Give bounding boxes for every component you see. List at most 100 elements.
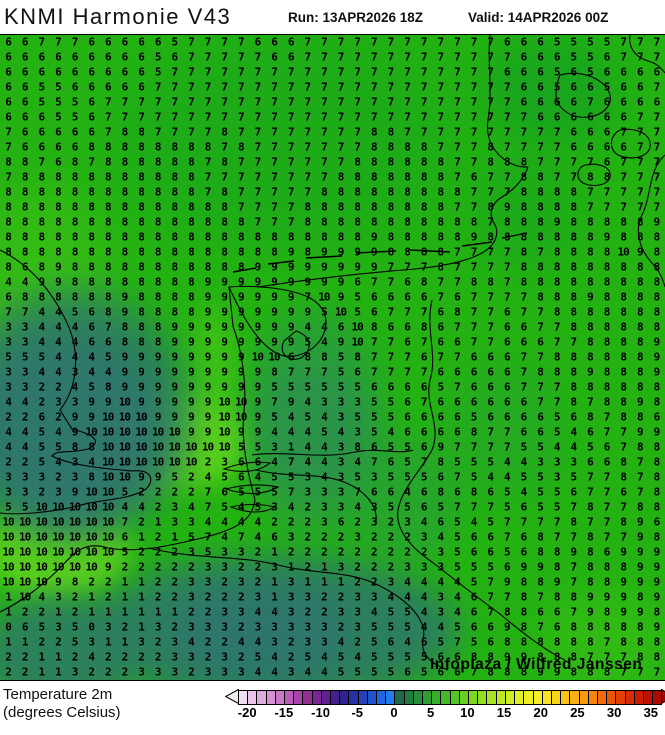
grid-value: 7 [254,170,262,184]
grid-value: 8 [104,230,112,244]
grid-value: 10 [118,440,131,454]
colorbar-segment [542,691,552,704]
grid-value: 9 [237,275,245,289]
grid-value: 6 [537,65,544,79]
grid-value: 2 [370,575,378,589]
grid-value: 8 [188,230,195,244]
colorbar-segments [238,690,662,705]
grid-value: 9 [121,380,129,394]
grid-value: 4 [55,335,62,349]
grid-value: 9 [221,305,228,319]
shade-nl-east [350,435,460,565]
grid-value: 7 [271,170,278,184]
grid-value: 2 [154,560,162,574]
grid-value: 5 [354,410,361,424]
grid-value: 7 [587,155,594,169]
grid-value: 6 [104,50,112,64]
grid-value: 7 [487,215,494,229]
grid-value: 10 [118,395,131,409]
grid-value: 6 [420,425,428,439]
grid-value: 9 [55,275,62,289]
grid-value: 8 [537,575,544,589]
colorbar-segment [634,691,644,704]
grid-value: 4 [454,605,461,619]
grid-value: 7 [570,335,577,349]
grid-value: 8 [71,155,79,169]
grid-value: 4 [271,425,278,439]
grid-value: 6 [503,65,511,79]
grid-value: 6 [354,365,361,379]
grid-value: 3 [5,335,12,349]
grid-value: 5 [337,365,345,379]
grid-value: 3 [271,560,278,574]
grid-value: 3 [437,545,444,559]
grid-value: 7 [204,155,212,169]
grid-value: 2 [188,560,195,574]
grid-value: 10 [102,500,114,514]
grid-value: 6 [470,590,478,604]
grid-value: 7 [537,350,544,364]
grid-value: 1 [171,605,178,619]
grid-value: 7 [420,65,428,79]
shade-top-center [120,35,450,245]
grid-value: 8 [587,335,594,349]
grid-value: 6 [420,440,428,454]
grid-value: 7 [271,125,278,139]
grid-value: 8 [370,140,378,154]
grid-value: 6 [603,455,611,469]
grid-value: 10 [135,425,147,439]
grid-value: 9 [237,290,245,304]
grid-value: 7 [304,365,311,379]
grid-value: 6 [437,425,444,439]
grid-value: 8 [553,650,561,664]
grid-value: 9 [88,410,95,424]
grid-value: 7 [254,125,262,139]
grid-value: 7 [454,635,461,649]
grid-value: 4 [38,305,45,319]
grid-value: 8 [587,170,594,184]
grid-value: 8 [138,215,145,229]
grid-value: 7 [271,185,278,199]
colorbar-segment [653,691,662,704]
grid-value: 7 [537,320,544,334]
grid-value: 7 [287,125,295,139]
grid-value: 6 [603,110,611,124]
grid-value: 4 [321,470,328,484]
grid-value: 7 [603,185,611,199]
grid-value: 6 [38,125,45,139]
grid-value: 2 [5,410,12,424]
grid-value: 4 [55,350,62,364]
grid-value: 6 [254,455,262,469]
grid-value: 4 [570,425,577,439]
grid-value: 8 [636,260,644,274]
grid-value: 8 [537,545,544,559]
grid-value: 8 [620,395,627,409]
grid-value: 7 [321,95,328,109]
grid-value: 8 [5,245,12,259]
grid-value: 6 [454,425,461,439]
grid-value: 7 [387,305,395,319]
grid-value: 8 [587,230,594,244]
grid-value: 8 [104,140,112,154]
grid-value: 6 [470,545,478,559]
grid-value: 10 [85,485,98,499]
grid-value: 6 [570,95,577,109]
grid-value: 8 [237,140,245,154]
grid-value: 4 [420,620,428,634]
grid-value: 9 [287,395,295,409]
grid-value: 8 [570,230,577,244]
grid-value: 7 [404,125,411,139]
grid-value: 8 [154,290,162,304]
colorbar-tick-label: 5 [427,705,435,720]
grid-value: 6 [503,395,511,409]
grid-value: 7 [337,140,345,154]
grid-value: 7 [603,470,611,484]
grid-value: 7 [304,110,311,124]
grid-value: 8 [437,155,444,169]
grid-value: 7 [370,455,378,469]
grid-value: 7 [503,290,511,304]
grid-value: 9 [237,335,245,349]
grid-value: 8 [88,260,95,274]
grid-value: 2 [354,575,361,589]
grid-value: 9 [653,620,661,634]
